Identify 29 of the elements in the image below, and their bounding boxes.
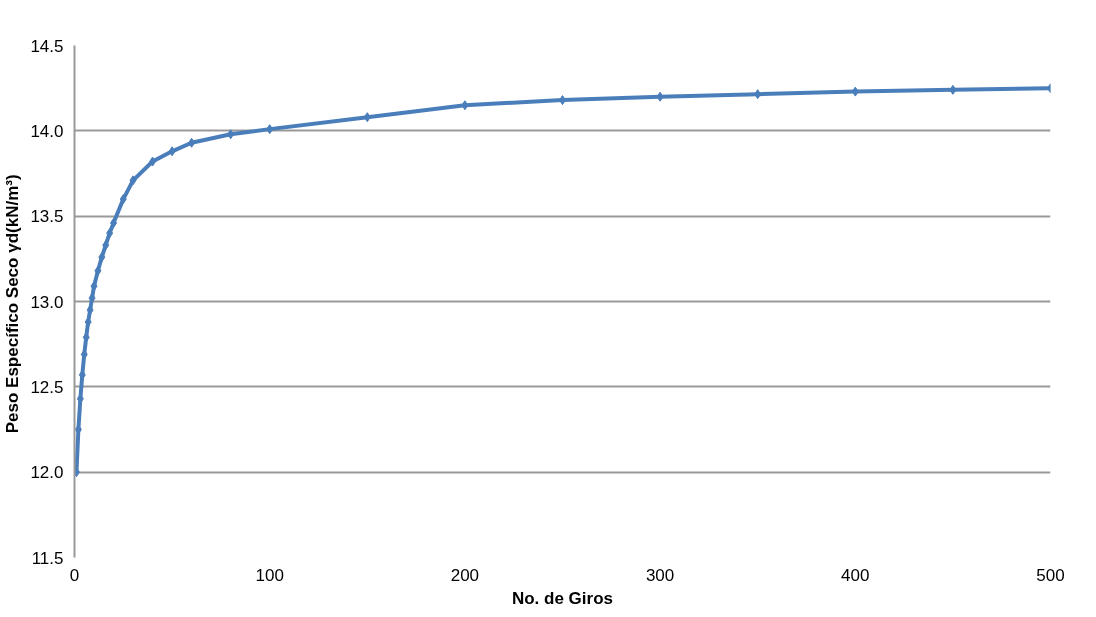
y-axis-title: Peso Específico Seco γd(kN/m³) [3, 174, 23, 434]
y-tick-label: 14.5 [30, 36, 64, 56]
x-tick-label: 400 [841, 565, 870, 585]
point [110, 217, 118, 228]
point [227, 129, 235, 140]
point [106, 228, 114, 239]
x-tick-label: 300 [645, 565, 675, 585]
point [266, 124, 274, 135]
x-axis-title: No. de Giros [511, 588, 614, 608]
y-tick-label: 11.5 [31, 548, 64, 568]
y-tick-label: 12.5 [30, 377, 64, 397]
point [168, 146, 176, 157]
point [119, 194, 127, 205]
point [102, 240, 110, 251]
y-tick-label: 13.5 [30, 207, 64, 227]
point [98, 252, 106, 263]
point [94, 265, 102, 276]
x-tick-label: 500 [1036, 565, 1065, 585]
point [129, 175, 137, 186]
x-tick-label: 100 [255, 565, 284, 585]
x-tick-label: 200 [450, 565, 480, 585]
point [149, 156, 157, 167]
point [656, 91, 664, 102]
point [363, 112, 371, 123]
y-tick-label: 14.0 [30, 121, 64, 141]
y-tick-label: 13.0 [30, 292, 64, 312]
y-tick-label: 12.0 [30, 463, 64, 483]
x-tick-label: 0 [69, 565, 80, 585]
point [949, 84, 957, 95]
